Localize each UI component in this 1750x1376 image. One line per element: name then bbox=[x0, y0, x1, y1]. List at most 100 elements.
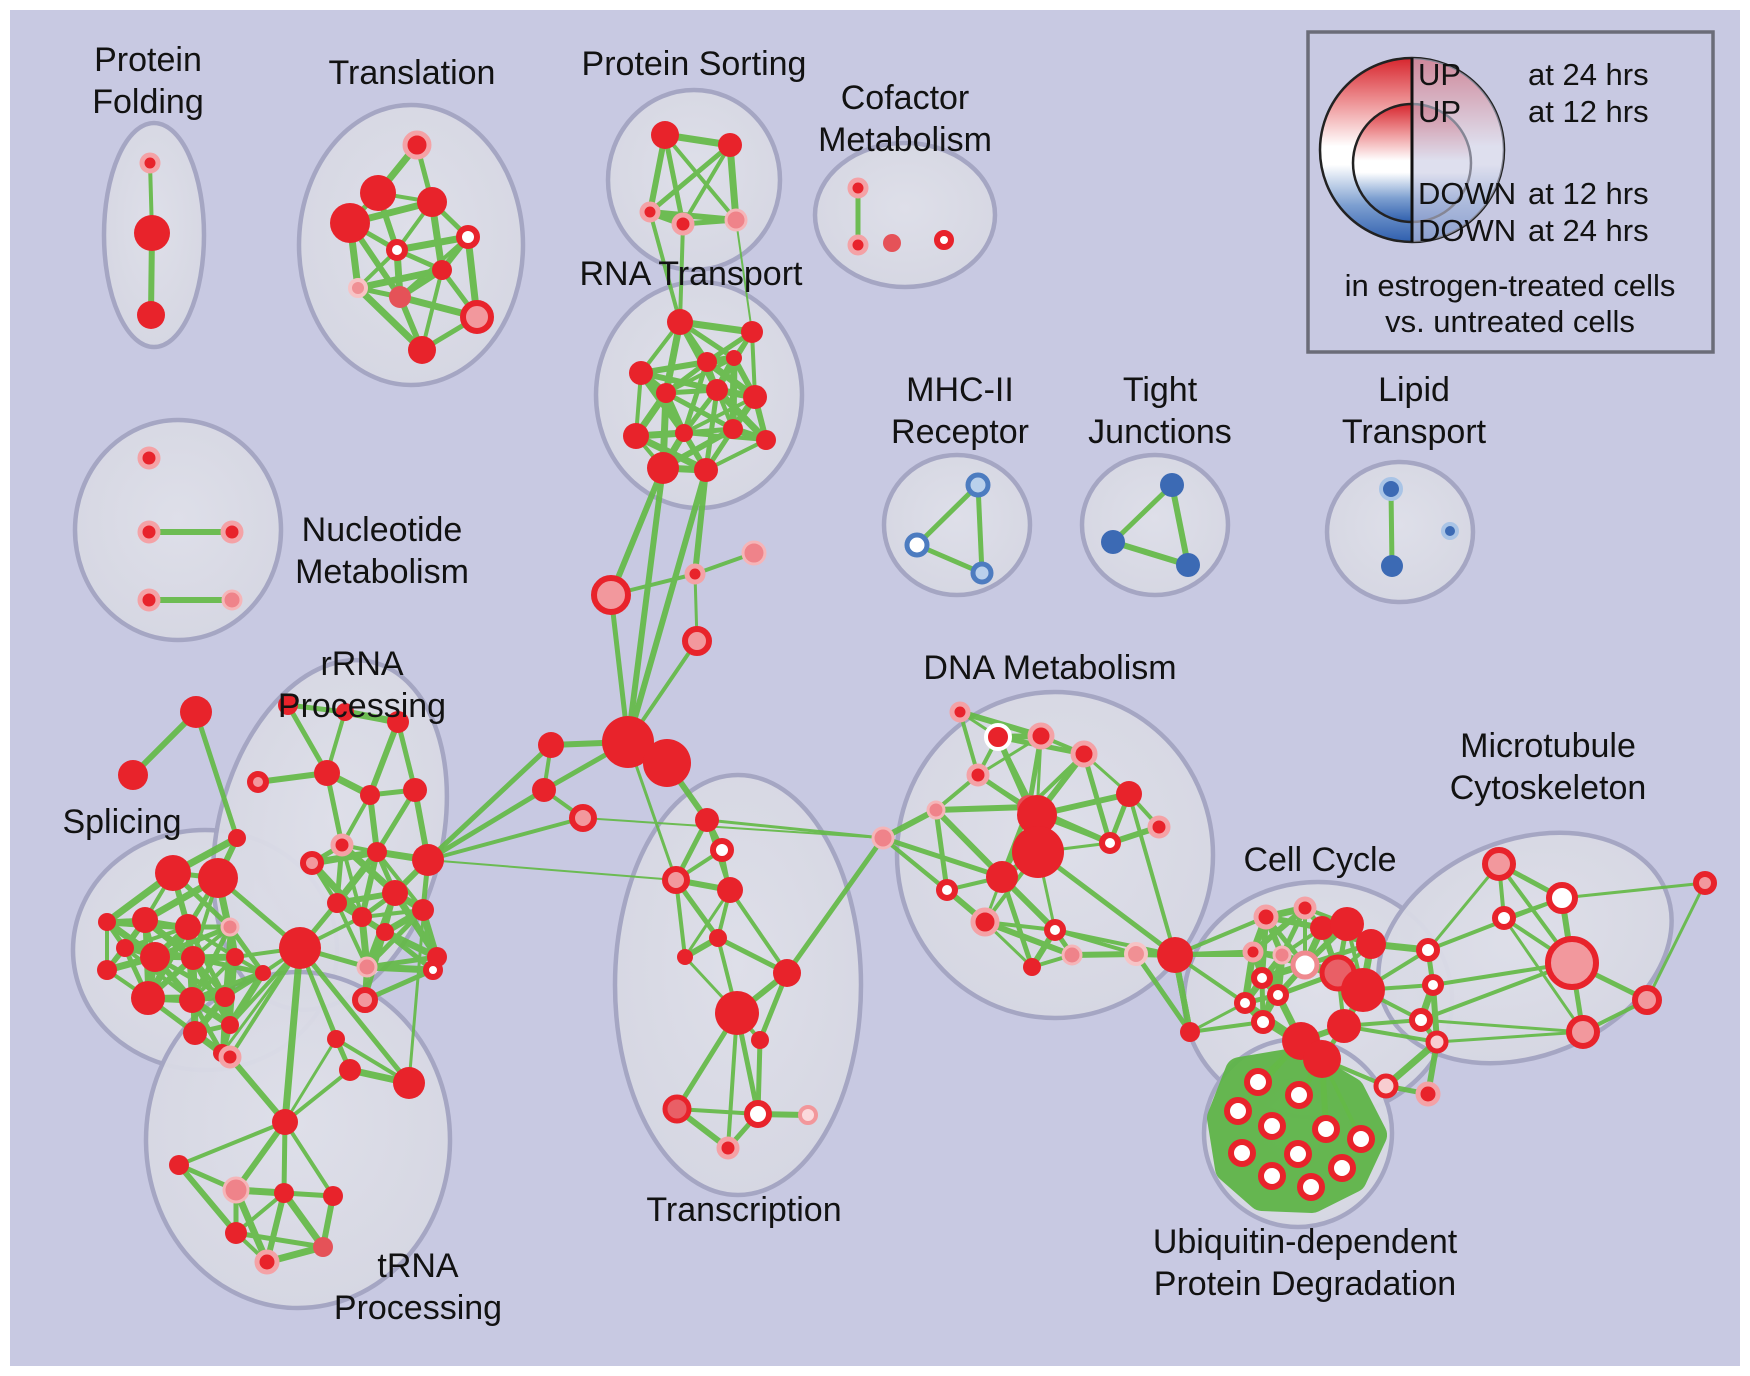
node-N2 bbox=[684, 563, 706, 585]
node-TH bbox=[272, 1109, 298, 1135]
node-CC18 bbox=[1416, 938, 1440, 962]
node-U4 bbox=[1258, 1112, 1286, 1140]
node-D7 bbox=[1116, 781, 1142, 807]
cluster-labels: Protein Folding Translation Protein Sorting… bbox=[62, 41, 1646, 1327]
node-U1 bbox=[1244, 1068, 1272, 1096]
node-TN1 bbox=[222, 1176, 250, 1204]
node-D18 bbox=[1147, 815, 1171, 839]
cluster-ellipse-lipid-transport bbox=[1324, 459, 1476, 605]
node-SP11 bbox=[226, 948, 244, 966]
node-C3 bbox=[883, 234, 901, 252]
node-U8 bbox=[1284, 1140, 1312, 1168]
node-R11 bbox=[723, 419, 743, 439]
node-F2 bbox=[134, 215, 170, 251]
node-SP17 bbox=[255, 965, 271, 981]
node-F3 bbox=[137, 301, 165, 329]
node-CC13 bbox=[1234, 992, 1256, 1014]
legend-time-2: at 12 hrs bbox=[1528, 176, 1649, 211]
node-CC23 bbox=[1415, 1081, 1441, 1107]
node-D15 bbox=[1061, 944, 1083, 966]
cluster-label-rna-transport: RNA Transport bbox=[580, 255, 804, 293]
node-RN16 bbox=[278, 695, 298, 715]
node-D14 bbox=[1023, 958, 1041, 976]
node-M4 bbox=[1545, 936, 1599, 990]
node-M11 bbox=[1693, 871, 1717, 895]
cluster-ellipse-cofactor-metabolism bbox=[812, 140, 998, 290]
legend: UP at 24 hrs UP at 12 hrs DOWN at 12 hrs DOWN a… bbox=[1306, 30, 1715, 354]
legend-time-3: at 24 hrs bbox=[1528, 213, 1649, 248]
node-RN15 bbox=[352, 987, 378, 1013]
node-S4 bbox=[671, 212, 695, 236]
node-H1 bbox=[602, 716, 654, 768]
node-CC4 bbox=[1330, 907, 1364, 941]
edge-RN13-RN14 bbox=[363, 963, 437, 974]
edge-S5-R2 bbox=[735, 219, 753, 333]
node-SPA bbox=[180, 696, 212, 728]
node-U5 bbox=[1312, 1115, 1340, 1143]
edge-D20-CC14 bbox=[1188, 1020, 1265, 1034]
node-TR7 bbox=[773, 959, 801, 987]
legend-caption-line1: in estrogen-treated cells bbox=[1345, 268, 1676, 303]
node-SP2 bbox=[198, 858, 238, 898]
node-D17 bbox=[1099, 832, 1121, 854]
node-TR8 bbox=[715, 991, 759, 1035]
edge-RN5-RN10 bbox=[308, 859, 366, 921]
node-SP12 bbox=[131, 981, 165, 1015]
edge-TR4-TR7 bbox=[728, 888, 789, 975]
node-T8 bbox=[348, 278, 368, 298]
edge-TN2-TN5 bbox=[280, 1189, 327, 1251]
node-TN6 bbox=[254, 1249, 280, 1275]
node-S2 bbox=[718, 133, 742, 157]
edge-T8-T11 bbox=[354, 284, 426, 354]
legend-caption-line2: vs. untreated cells bbox=[1385, 304, 1635, 339]
node-CC17 bbox=[1327, 1009, 1361, 1043]
node-R9 bbox=[623, 423, 649, 449]
cluster-label-cell-cycle: Cell Cycle bbox=[1243, 841, 1396, 879]
node-RN1 bbox=[314, 760, 340, 786]
edge-RN6-RN9 bbox=[333, 848, 381, 907]
node-SP3 bbox=[132, 907, 158, 933]
node-RN6 bbox=[367, 842, 387, 862]
node-X1 bbox=[538, 732, 564, 758]
edge-MH1-MH2 bbox=[914, 482, 981, 548]
node-SPC bbox=[228, 829, 246, 847]
edge-D5-D11 bbox=[933, 807, 950, 893]
node-T9 bbox=[389, 286, 411, 308]
network-nodes bbox=[97, 121, 1717, 1275]
edge-D16-D20 bbox=[1133, 951, 1193, 1035]
edge-TR4-TR6 bbox=[683, 888, 732, 959]
node-T3 bbox=[330, 203, 370, 243]
edge-S2-S4 bbox=[681, 143, 732, 226]
node-U10 bbox=[1258, 1162, 1286, 1190]
node-SP6 bbox=[220, 917, 240, 937]
node-X3 bbox=[569, 804, 597, 832]
node-D4 bbox=[966, 763, 990, 787]
edge-S2-S5 bbox=[726, 141, 740, 224]
node-R10 bbox=[675, 424, 693, 442]
node-M2 bbox=[1546, 882, 1578, 914]
edge-RN1-RN16 bbox=[285, 702, 330, 776]
edge-TH-TN3 bbox=[283, 1120, 335, 1198]
edge-TJ1-TJ3 bbox=[1169, 482, 1191, 568]
node-SP7 bbox=[116, 939, 134, 957]
node-R14 bbox=[694, 458, 718, 482]
node-RN17 bbox=[336, 703, 354, 721]
edge-X3-P1 bbox=[582, 817, 884, 839]
node-T6 bbox=[386, 239, 408, 261]
cluster-label-protein-folding-line1: Protein bbox=[94, 41, 202, 79]
node-D20 bbox=[1180, 1022, 1200, 1042]
edge-D19-D13 bbox=[1053, 928, 1177, 957]
node-MH1 bbox=[965, 472, 991, 498]
node-U9 bbox=[1328, 1154, 1356, 1182]
edge-RRH1-TH bbox=[281, 944, 304, 1126]
cluster-label-splicing: Splicing bbox=[62, 803, 181, 841]
edge-T5-T6 bbox=[393, 233, 472, 254]
node-SP15 bbox=[183, 1021, 207, 1045]
node-D11 bbox=[936, 879, 958, 901]
node-CC3 bbox=[1310, 916, 1334, 940]
node-T2 bbox=[360, 175, 396, 211]
edge-TH-TN1 bbox=[233, 1119, 288, 1193]
edge-MH1-MH3 bbox=[975, 482, 985, 576]
node-CC5 bbox=[1356, 929, 1386, 959]
